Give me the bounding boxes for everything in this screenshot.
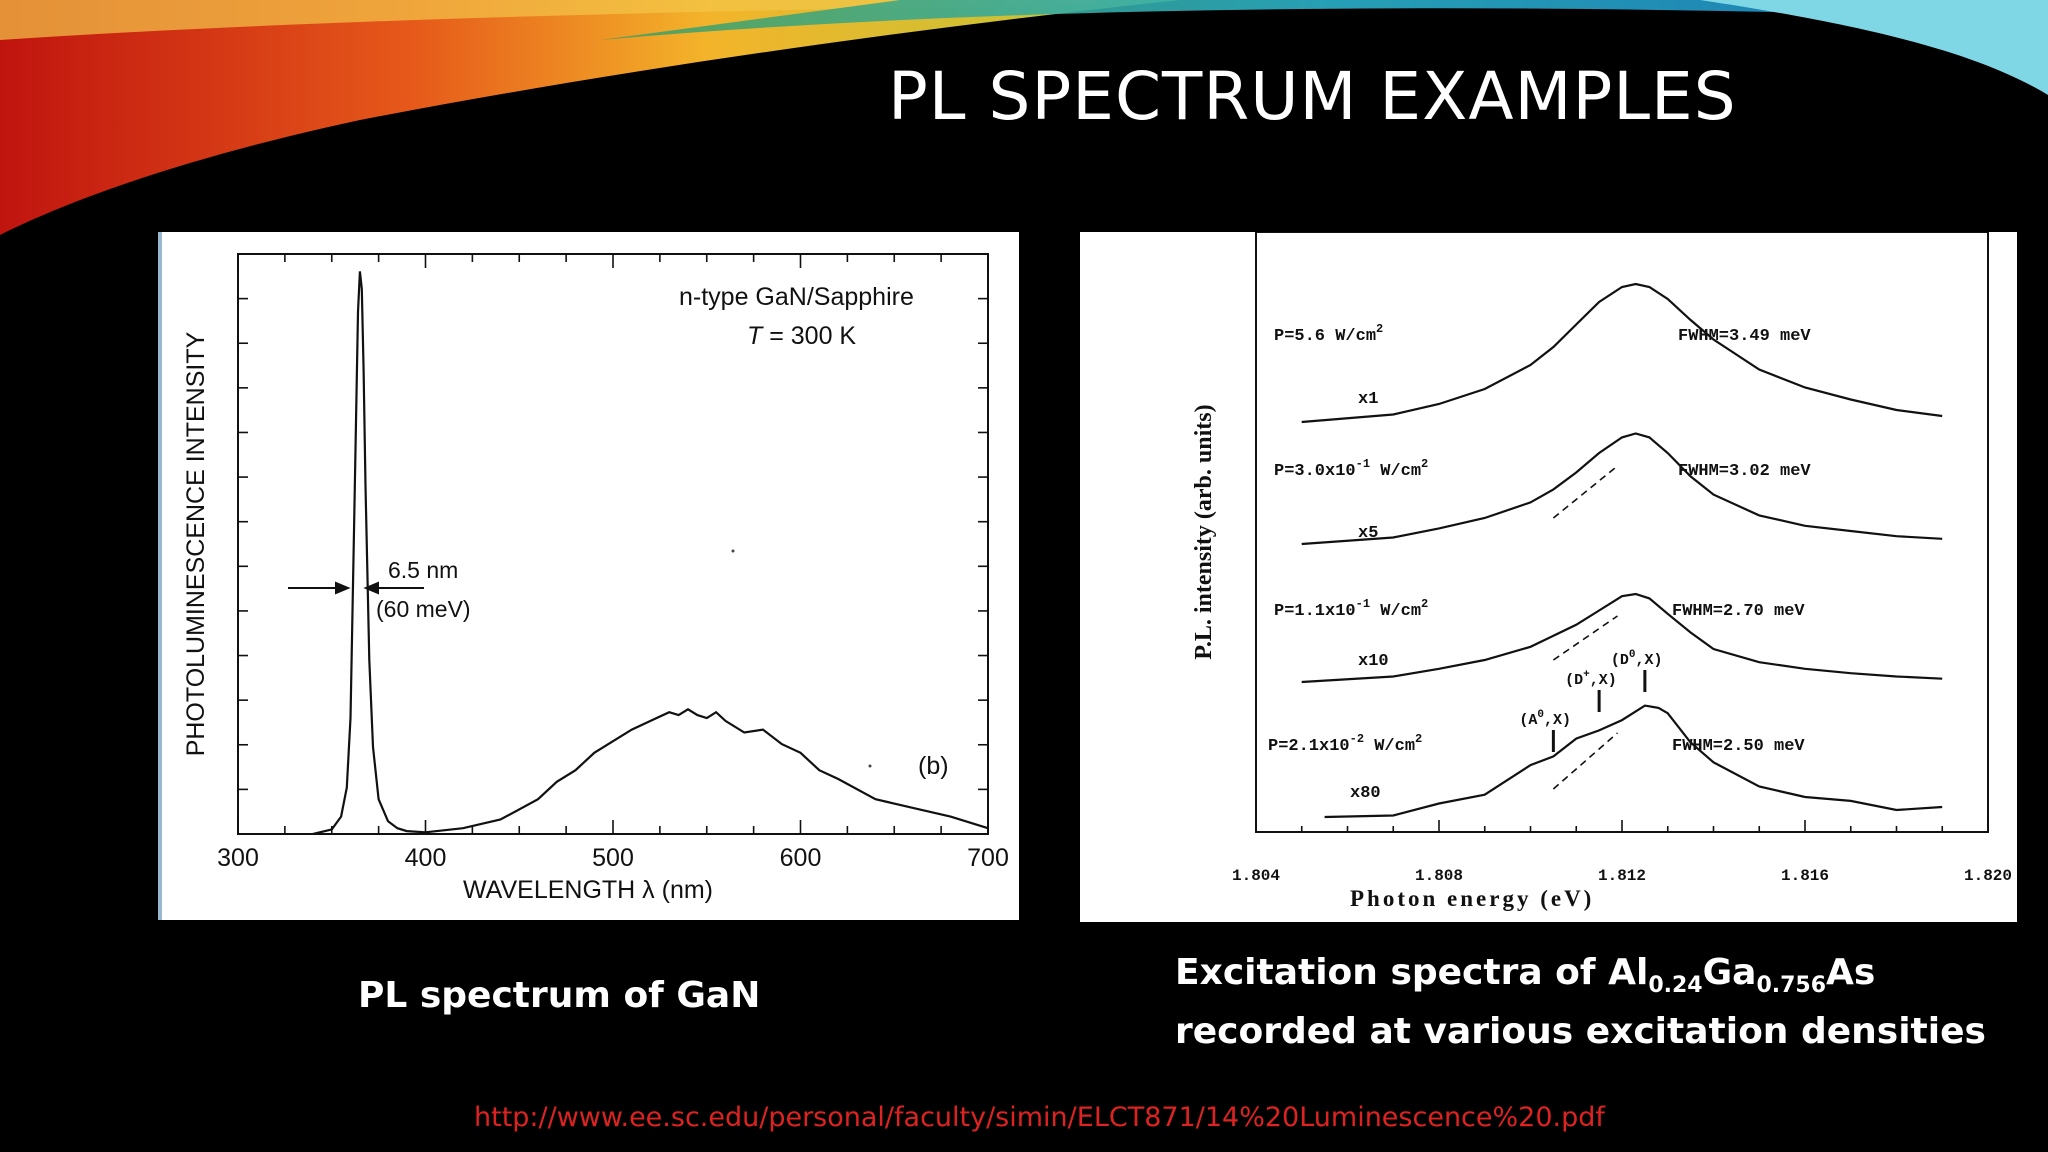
algaas-fwhm-label: FWHM=3.02 meV	[1678, 462, 1811, 481]
gan-caption: PL spectrum of GaN	[358, 975, 761, 1016]
algaas-series-line	[1301, 592, 1943, 684]
gan-x-tick-label: 400	[405, 844, 447, 872]
gan-pl-chart: 300 400 500 600 700 WAVELENGTH λ (nm) PHOTOL…	[182, 253, 1009, 904]
gan-chart-panel: 300 400 500 600 700 WAVELENGTH λ (nm) PHOTOL…	[158, 232, 1019, 920]
gan-fwhm-arrows	[288, 581, 424, 595]
algaas-x-tick-label: 1.820	[1964, 867, 2012, 885]
gan-x-tick-labels: 300 400 500 600 700	[217, 844, 1009, 872]
gan-x-tick-label: 500	[592, 844, 634, 872]
algaas-power-label: P=1.1x10-1 W/cm2	[1274, 597, 1428, 621]
algaas-fwhm-label: FWHM=2.70 meV	[1672, 602, 1805, 621]
algaas-x-tick-label: 1.816	[1781, 867, 1829, 885]
algaas-power-label: P=2.1x10-2 W/cm2	[1268, 732, 1422, 756]
algaas-caption-line2: recorded at various excitation densities	[1175, 1011, 1986, 1053]
algaas-x-axis-label: Photon energy (eV)	[1350, 886, 1594, 911]
algaas-scale-label: x80	[1350, 784, 1381, 803]
algaas-scale-label: x5	[1358, 524, 1378, 543]
algaas-y-axis-label: P.L. intensity (arb. units)	[1191, 404, 1217, 659]
algaas-series-line	[1324, 704, 1943, 819]
gan-x-tick-label: 300	[217, 844, 259, 872]
algaas-scale-label: x1	[1358, 390, 1378, 409]
gan-x-tick-label: 700	[967, 844, 1009, 872]
algaas-x-tick-label: 1.808	[1415, 867, 1463, 885]
algaas-series-line	[1301, 282, 1943, 424]
algaas-fwhm-label: FWHM=3.49 meV	[1678, 327, 1811, 346]
algaas-peak-label: (D0,X)	[1611, 649, 1663, 669]
gan-plot-frame	[237, 253, 989, 835]
algaas-pl-chart: 1.804 1.808 1.812 1.816 1.820 P=5.6 W/cm2 x1 F…	[1191, 232, 2012, 911]
slide-title: PL SPECTRUM EXAMPLES	[888, 58, 1737, 135]
gan-y-axis-label: PHOTOLUMINESCENCE INTENSITY	[182, 331, 210, 756]
gan-x-tick-label: 600	[780, 844, 822, 872]
algaas-dashed-fit	[1552, 732, 1618, 790]
decorative-swoosh	[0, 0, 2048, 235]
algaas-power-label: P=3.0x10-1 W/cm2	[1274, 457, 1428, 481]
algaas-dashed-fit	[1552, 615, 1618, 661]
gan-spectrum-line	[312, 271, 989, 836]
algaas-tick-marks	[1255, 820, 1989, 832]
algaas-series-labels: P=5.6 W/cm2 x1 FWHM=3.49 meV P=3.0x10-1 W/c…	[1268, 322, 1811, 803]
algaas-fwhm-label: FWHM=2.50 meV	[1672, 737, 1805, 756]
algaas-peak-label: (A0,X)	[1519, 709, 1571, 729]
algaas-dashed-fit	[1552, 465, 1618, 519]
algaas-scale-label: x10	[1358, 652, 1389, 671]
algaas-caption: Excitation spectra of Al0.24Ga0.756As re…	[1175, 950, 1986, 1055]
algaas-peak-label: (D+,X)	[1565, 669, 1617, 689]
algaas-chart-panel: 1.804 1.808 1.812 1.816 1.820 P=5.6 W/cm2 x1 F…	[1080, 232, 2017, 922]
gan-temperature-label: T = 300 K	[747, 322, 856, 350]
algaas-spectrum-lines	[1301, 282, 1943, 819]
gan-sample-label: n-type GaN/Sapphire	[679, 283, 914, 311]
source-url-link[interactable]: http://www.ee.sc.edu/personal/faculty/si…	[474, 1102, 1605, 1133]
gan-panel-label: (b)	[918, 752, 949, 780]
algaas-x-tick-labels: 1.804 1.808 1.812 1.816 1.820	[1232, 867, 2012, 885]
algaas-power-label: P=5.6 W/cm2	[1274, 322, 1383, 346]
gan-x-axis-label: WAVELENGTH λ (nm)	[463, 876, 713, 904]
gan-fwhm-mev-label: (60 meV)	[376, 596, 471, 622]
algaas-x-tick-label: 1.812	[1598, 867, 1646, 885]
algaas-series-line	[1301, 432, 1943, 546]
gan-fwhm-nm-label: 6.5 nm	[388, 557, 458, 583]
algaas-x-tick-label: 1.804	[1232, 867, 1280, 885]
algaas-caption-line1: Excitation spectra of Al0.24Ga0.756As	[1175, 952, 1876, 999]
gan-tick-marks	[237, 254, 989, 834]
